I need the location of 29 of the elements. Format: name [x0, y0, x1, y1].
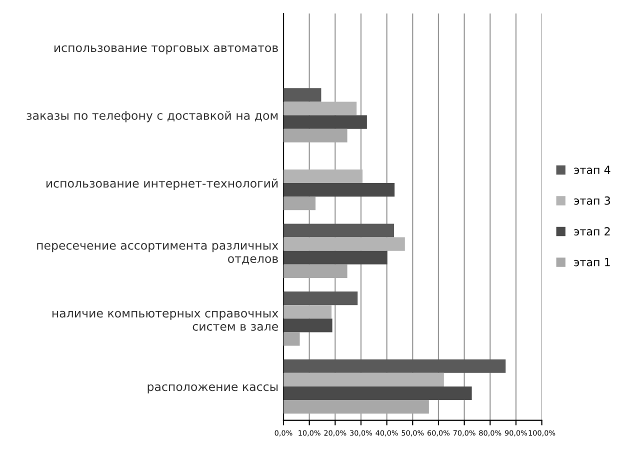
- bar: [284, 359, 506, 373]
- y-tick-label: использование торговых автоматов: [54, 45, 278, 54]
- y-tick-label: расположение кассы: [148, 384, 278, 394]
- bar: [284, 196, 316, 210]
- bar: [284, 305, 332, 319]
- bar: [284, 115, 367, 129]
- bar: [284, 332, 300, 346]
- bar: [284, 318, 332, 332]
- bar: [284, 386, 472, 400]
- bar: [284, 170, 363, 184]
- legend-label: этап 1: [574, 258, 610, 266]
- bar: [284, 224, 394, 238]
- legend-label: этап 4: [574, 166, 610, 174]
- bar: [284, 264, 348, 278]
- y-tick-label: заказы по телефону с доставкой на дом: [26, 110, 278, 122]
- bar: [284, 292, 358, 306]
- bar: [284, 372, 444, 386]
- y-tick-label: наличие компьютерных справочных систем в зале: [52, 310, 278, 331]
- bar: [284, 102, 357, 116]
- bar: [284, 237, 405, 251]
- y-tick-label: пересечение ассортимента различных отделов: [37, 243, 278, 264]
- bar: [284, 250, 388, 264]
- y-tick-label: использование интернет-технологий: [46, 178, 278, 190]
- bar: [284, 88, 322, 102]
- legend-label: этап 2: [574, 227, 610, 236]
- bar: [284, 128, 348, 142]
- bar: [284, 183, 395, 197]
- legend-label: этап 3: [574, 196, 610, 205]
- bar: [284, 400, 429, 414]
